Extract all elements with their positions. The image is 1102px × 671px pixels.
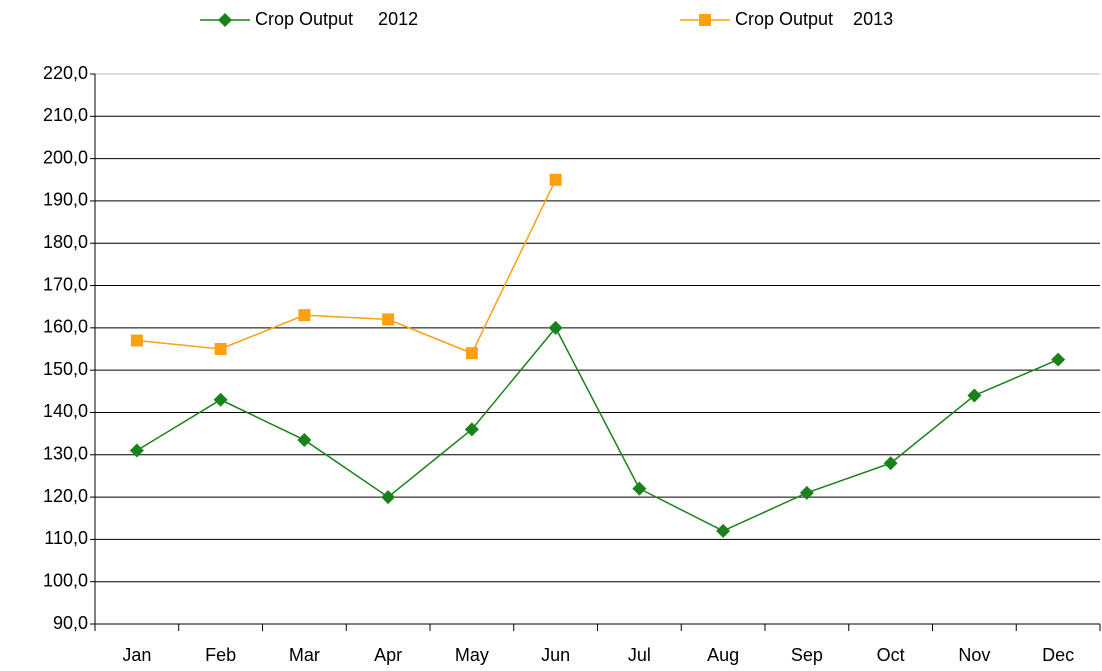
marker xyxy=(130,334,143,347)
y-tick-label: 90,0 xyxy=(53,613,88,633)
y-tick-label: 210,0 xyxy=(43,105,88,125)
y-tick-label: 150,0 xyxy=(43,359,88,379)
y-tick-label: 190,0 xyxy=(43,190,88,210)
marker xyxy=(549,173,562,186)
marker xyxy=(1051,352,1066,367)
y-tick-label: 110,0 xyxy=(44,528,88,548)
legend-marker xyxy=(218,13,232,27)
marker xyxy=(967,388,982,403)
legend-label: Crop Output 2013 xyxy=(735,9,893,29)
marker xyxy=(883,456,898,471)
y-tick-label: 200,0 xyxy=(43,147,88,167)
marker xyxy=(632,481,647,496)
marker xyxy=(298,309,311,322)
x-tick-label: Apr xyxy=(374,645,402,665)
marker xyxy=(213,392,228,407)
marker xyxy=(214,343,227,355)
y-tick-label: 120,0 xyxy=(43,486,88,506)
series-line xyxy=(136,326,1059,532)
marker xyxy=(464,422,479,437)
y-tick-label: 140,0 xyxy=(43,401,88,421)
marker xyxy=(548,320,563,335)
x-tick-label: Dec xyxy=(1042,645,1074,665)
y-tick-label: 130,0 xyxy=(43,444,88,464)
marker xyxy=(465,347,478,360)
x-tick-label: Mar xyxy=(289,645,320,665)
x-tick-label: Jan xyxy=(122,645,151,665)
x-tick-label: Oct xyxy=(877,645,905,665)
marker xyxy=(382,313,395,326)
x-tick-label: Nov xyxy=(958,645,990,665)
marker xyxy=(716,523,731,538)
y-tick-label: 220,0 xyxy=(43,63,88,83)
legend-label: Crop Output 2012 xyxy=(255,9,418,29)
x-tick-label: Feb xyxy=(205,645,236,665)
x-tick-label: May xyxy=(455,645,489,665)
x-tick-label: Jul xyxy=(628,645,651,665)
y-tick-label: 180,0 xyxy=(43,232,88,252)
marker xyxy=(381,490,396,505)
x-tick-label: Aug xyxy=(707,645,739,665)
legend-marker xyxy=(699,14,711,26)
marker xyxy=(799,485,814,500)
x-tick-label: Sep xyxy=(791,645,823,665)
marker xyxy=(129,443,144,458)
series-line xyxy=(136,179,557,355)
x-tick-label: Jun xyxy=(541,645,570,665)
y-tick-label: 170,0 xyxy=(43,274,88,294)
y-tick-label: 160,0 xyxy=(43,317,88,337)
y-tick-label: 100,0 xyxy=(43,570,88,590)
marker xyxy=(297,432,312,447)
